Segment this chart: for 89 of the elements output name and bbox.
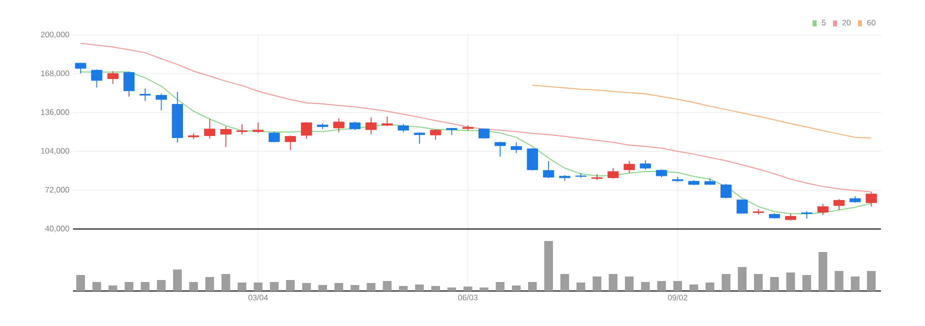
candlestick: [140, 88, 151, 102]
bar: [156, 280, 166, 291]
bar: [786, 272, 795, 291]
bar: [140, 282, 150, 291]
bar: [238, 282, 246, 291]
line-series: [80, 42, 872, 192]
bar: [802, 274, 812, 291]
bar: [334, 282, 344, 291]
candlestick: [494, 141, 506, 157]
candlestick: [365, 117, 377, 135]
bar: [818, 252, 828, 291]
y-tick-label: 136,000: [41, 109, 70, 116]
candlestick: [107, 70, 118, 84]
bar: [560, 274, 570, 291]
candlestick: [300, 122, 312, 140]
bar: [124, 282, 134, 291]
bar: [834, 270, 844, 291]
candlestick: [543, 160, 554, 179]
x-tick-label: 09/02: [668, 294, 688, 300]
candlestick: [720, 183, 732, 199]
bar: [866, 270, 876, 291]
candlestick: [382, 116, 393, 127]
bar: [673, 280, 682, 291]
candlestick: [252, 122, 264, 134]
bar: [286, 280, 295, 291]
bar: [108, 285, 118, 291]
y-tick-label: 168,000: [41, 70, 70, 78]
bar: [398, 286, 408, 291]
bar: [270, 282, 279, 291]
bar: [464, 286, 472, 291]
legend-label: 20: [842, 20, 851, 26]
x-tick-label: 06/03: [458, 294, 478, 300]
bar: [302, 282, 311, 291]
bar: [447, 287, 456, 291]
candlestick: [333, 118, 344, 133]
bar: [528, 282, 537, 291]
candlestick: [640, 160, 651, 170]
bar: [706, 282, 714, 291]
candlestick: [510, 142, 522, 154]
candlestick: [817, 203, 828, 216]
candlestick: [833, 198, 845, 210]
bar: [657, 280, 666, 291]
bar: [76, 274, 85, 291]
y-tick-label: 40,000: [45, 226, 70, 232]
bar: [431, 286, 440, 291]
y-tick-label: 200,000: [40, 32, 70, 38]
bar: [641, 282, 650, 291]
bar: [722, 274, 730, 291]
candlestick: [624, 160, 635, 174]
candlestick: [526, 148, 538, 171]
bar: [480, 287, 488, 291]
bar: [173, 269, 182, 291]
bar: [754, 274, 763, 291]
candlestick: [236, 124, 248, 136]
bar: [221, 274, 230, 291]
bar: [189, 282, 198, 291]
candlestick: [123, 71, 135, 98]
legend-label: 5: [822, 20, 826, 26]
bar: [382, 280, 392, 291]
bar: [738, 266, 747, 291]
bar: [254, 282, 262, 291]
bar: [608, 274, 618, 291]
candlestick: [156, 93, 167, 111]
bar: [624, 276, 634, 291]
bar: [318, 284, 328, 291]
bar: [850, 276, 860, 291]
bar: [415, 284, 424, 291]
candlestick: [268, 131, 280, 143]
bar: [350, 284, 360, 291]
bar: [512, 285, 521, 291]
bar: [544, 240, 553, 291]
candlestick: [91, 68, 102, 88]
y-tick-label: 104,000: [41, 148, 70, 155]
candlestick: [204, 118, 216, 140]
bar: [496, 282, 505, 291]
candlestick: [284, 135, 296, 151]
bar: [576, 282, 586, 291]
bar: [92, 282, 102, 291]
bar: [689, 284, 698, 291]
candlestick: [866, 191, 877, 208]
bar: [770, 276, 779, 291]
y-tick-label: 72,000: [45, 186, 70, 194]
candlestick: [608, 168, 619, 179]
legend-label: 60: [867, 20, 876, 26]
x-tick-label: 03/04: [248, 294, 268, 300]
bar: [205, 276, 214, 291]
candlestick: [220, 126, 232, 148]
bar: [366, 282, 376, 291]
bar: [592, 276, 602, 291]
